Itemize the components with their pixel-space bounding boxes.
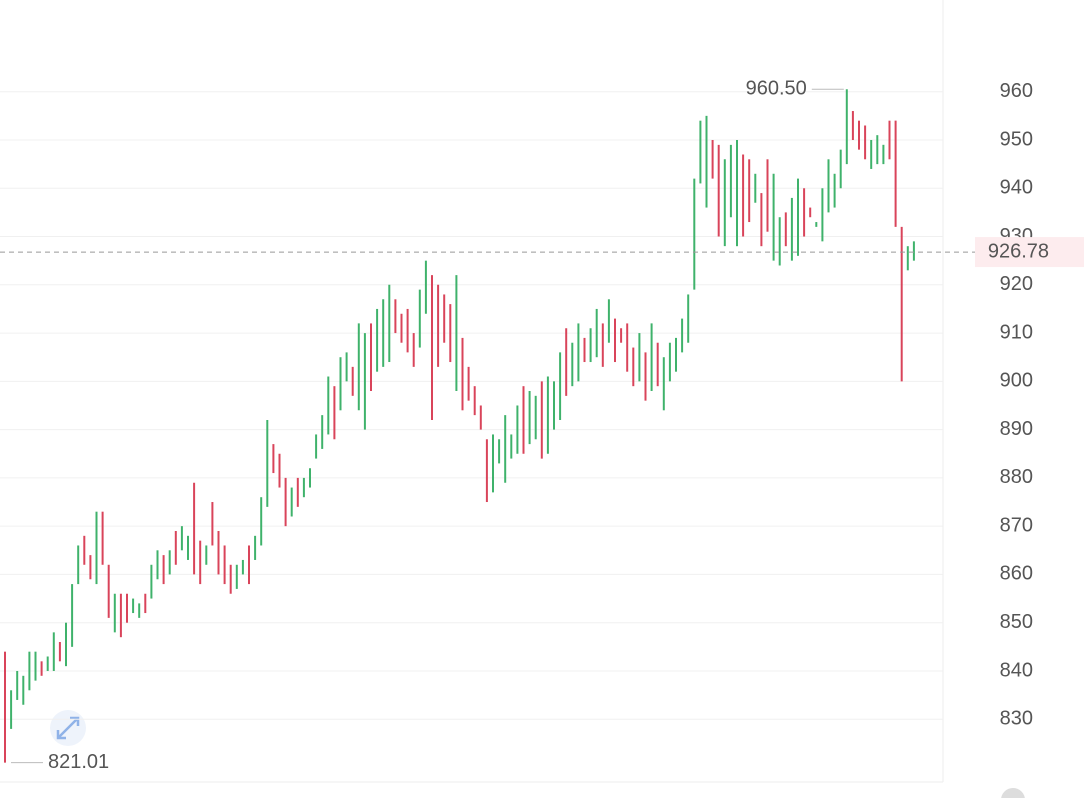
scroll-handle[interactable] [1001,788,1025,798]
y-tick-label: 950 [1000,128,1033,150]
y-tick-label: 890 [1000,418,1033,440]
y-tick-label: 860 [1000,563,1033,585]
y-tick-label: 960 [1000,80,1033,102]
low-label: 821.01 [48,751,109,773]
fullscreen-icon[interactable] [50,710,86,746]
high-label: 960.50 [746,78,807,100]
y-tick-label: 900 [1000,370,1033,392]
y-tick-label: 830 [1000,708,1033,730]
y-tick-label: 870 [1000,514,1033,536]
y-tick-label: 940 [1000,177,1033,199]
y-tick-label: 840 [1000,659,1033,681]
y-tick-label: 920 [1000,273,1033,295]
last-price-label: 926.78 [988,240,1049,262]
y-tick-label: 850 [1000,611,1033,633]
last-price-box [975,237,1084,268]
y-tick-label: 880 [1000,466,1033,488]
y-tick-label: 910 [1000,321,1033,343]
